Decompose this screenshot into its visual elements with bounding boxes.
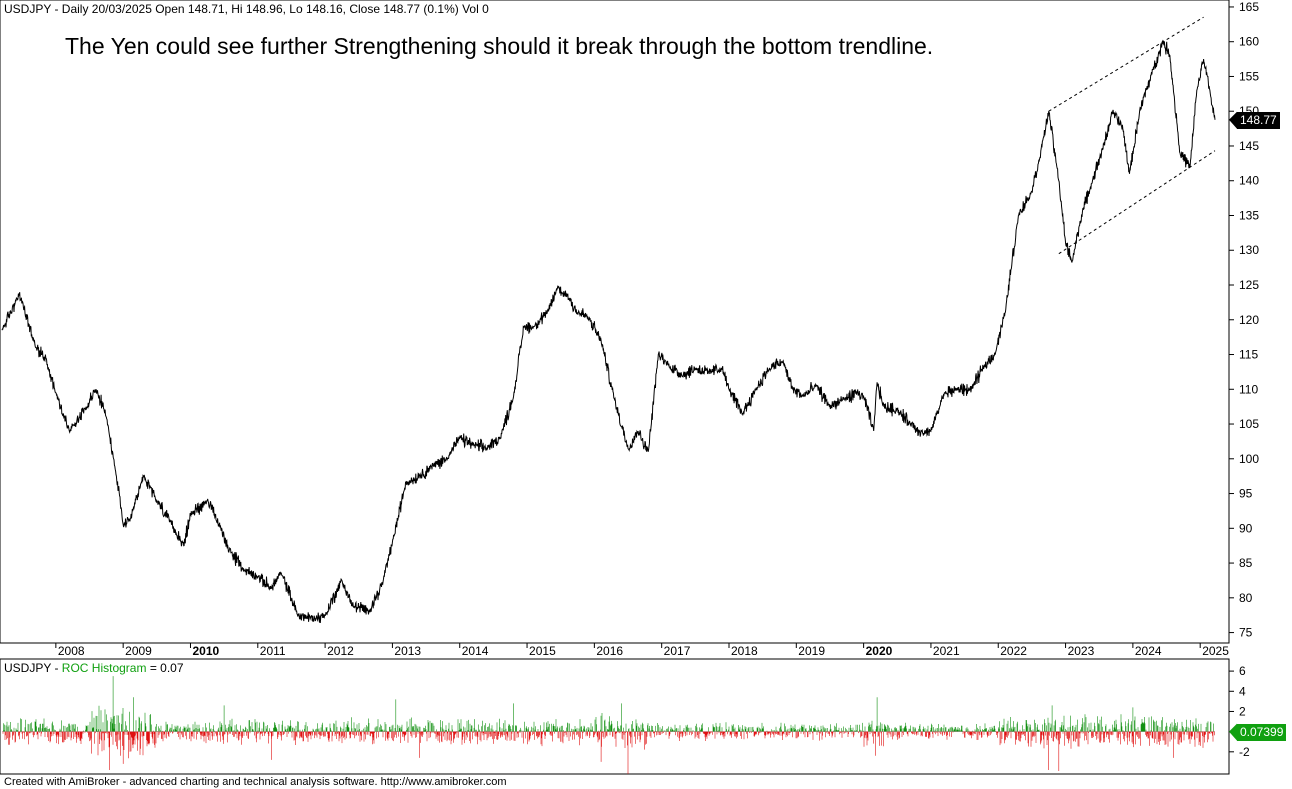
price-y-tick-label: 115 [1239,348,1258,362]
price-y-tick-label: 140 [1239,174,1259,188]
x-tick-label: 2017 [664,644,691,658]
price-y-tick-label: 120 [1239,313,1259,327]
roc-y-tick-label: 2 [1239,704,1246,718]
x-tick-label: 2009 [125,644,152,658]
price-y-tick-label: 135 [1239,208,1259,222]
price-y-tick-label: 165 [1239,0,1259,14]
x-tick-label: 2015 [529,644,556,658]
x-tick-label: 2020 [866,644,893,658]
x-tick-label: 2023 [1068,644,1095,658]
lower-trendline [1058,150,1216,255]
last-price-pointer [1229,111,1237,129]
roc-panel: -2 2 4 6 [0,658,1250,775]
upper-trendline [1048,16,1204,112]
roc-y-tick-label: 4 [1239,684,1246,698]
price-y-tick-label: 160 [1239,35,1259,49]
x-tick-label: 2018 [731,644,758,658]
price-panel-border [0,0,1230,644]
x-tick-label: 2022 [1000,644,1027,658]
roc-header: USDJPY - ROC Histogram = 0.07 [4,661,184,675]
roc-y-tick-label: 6 [1239,664,1246,678]
price-y-tick-label: 100 [1239,452,1259,466]
price-y-tick-label: 145 [1239,139,1259,153]
roc-histogram-negative [2,731,1215,774]
roc-panel-border [0,658,1230,775]
price-y-tick-label: 85 [1239,556,1253,570]
header-symbol: USDJPY [4,2,52,16]
chart-header: USDJPY - Daily 20/03/2025 Open 148.71, H… [4,2,489,16]
x-tick-label: 2008 [58,644,85,658]
x-tick-label: 2019 [798,644,825,658]
roc-y-tick-label: -2 [1239,745,1250,759]
price-panel: 75 80 85 90 95 100 105 110 115 120 125 130 135 140 145… [0,0,1259,658]
x-tick-label: 2024 [1135,644,1162,658]
x-tick-label: 2012 [327,644,354,658]
price-y-tick-label: 80 [1239,591,1253,605]
channel-trend-lines [1048,16,1216,255]
x-tick-label: 2013 [394,644,421,658]
x-tick-label: 2021 [933,644,960,658]
price-y-tick-label: 130 [1239,243,1259,257]
roc-header-value: = 0.07 [146,661,184,675]
roc-bars-negative [2,731,1215,774]
price-series-line [1,39,1216,624]
roc-header-indicator: ROC Histogram [61,661,147,675]
roc-value-pointer [1229,723,1237,741]
price-y-tick-label: 75 [1239,626,1253,640]
x-tick-label: 2016 [596,644,623,658]
date-x-axis: 2008 2009 2010 2011 2012 2013 2014 2015 2016 2017… [55,643,1229,658]
x-tick-label: 2014 [462,644,489,658]
roc-last-value-label: 0.07399 [1237,723,1287,741]
price-y-tick-label: 105 [1239,417,1259,431]
x-tick-label: 2025 [1202,644,1229,658]
price-y-axis: 75 80 85 90 95 100 105 110 115 120 125 130 135 140 145… [1229,0,1259,640]
header-info: - Daily 20/03/2025 Open 148.71, Hi 148.9… [51,2,489,16]
price-y-tick-label: 155 [1239,69,1259,83]
price-y-tick-label: 95 [1239,487,1253,501]
price-y-tick-label: 125 [1239,278,1259,292]
last-price-label: 148.77 [1237,111,1280,129]
roc-header-symbol: USDJPY - [4,661,62,675]
x-tick-label: 2011 [260,644,286,658]
price-y-tick-label: 90 [1239,521,1253,535]
roc-y-axis: -2 2 4 6 [1229,664,1250,759]
chart-annotation: The Yen could see further Strengthening … [65,33,934,59]
footer-credit: Created with AmiBroker - advanced charti… [4,776,507,788]
x-tick-label: 2010 [192,644,219,658]
price-y-tick-label: 110 [1239,382,1258,396]
